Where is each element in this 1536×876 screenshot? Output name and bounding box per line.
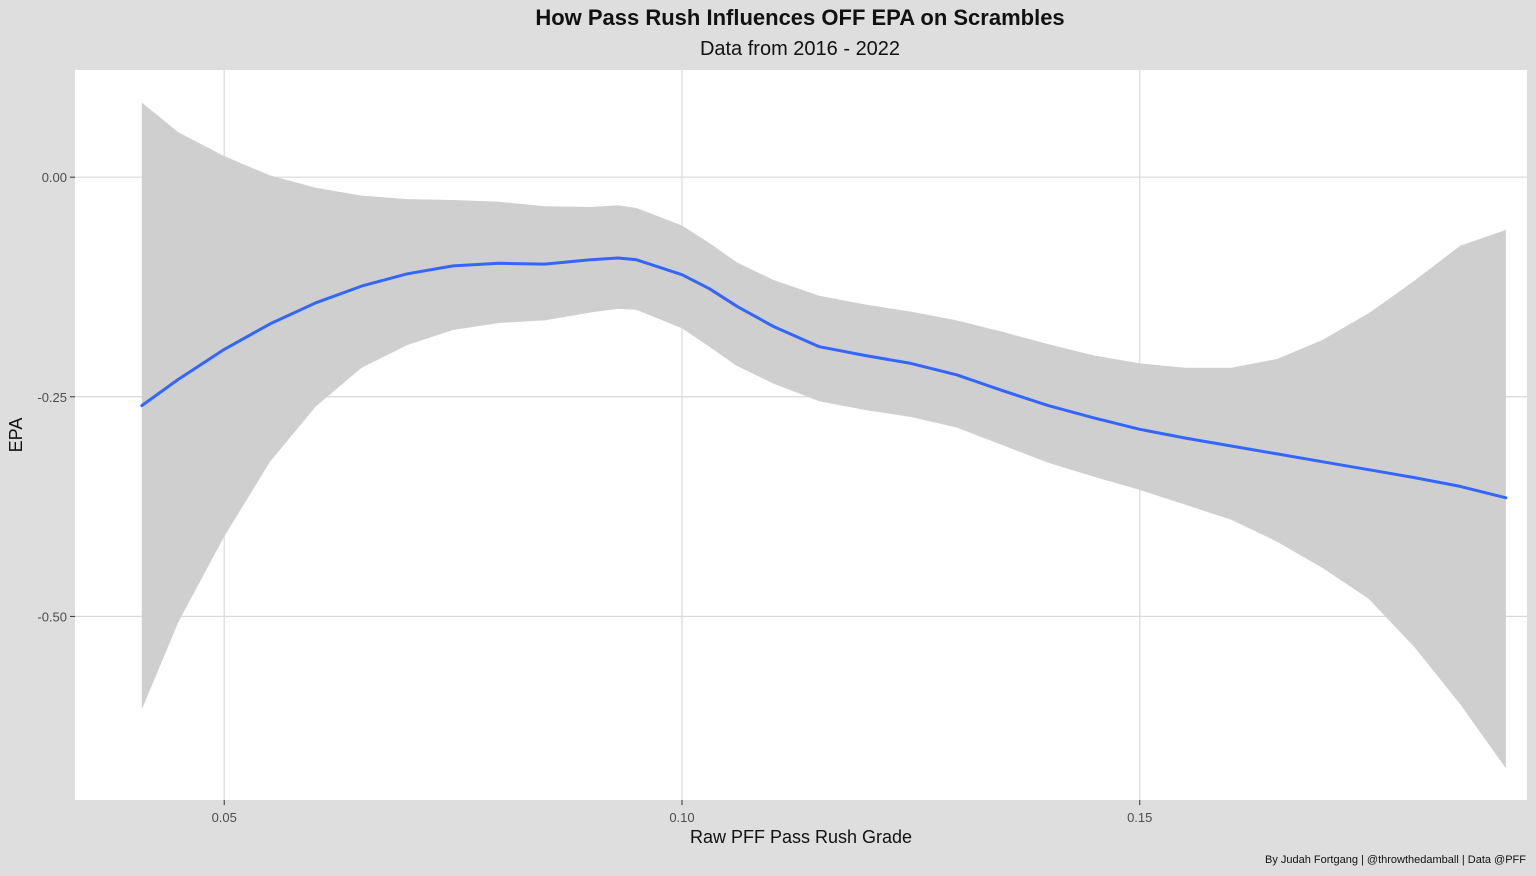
y-tick-label: -0.25 bbox=[37, 390, 67, 405]
chart-caption: By Judah Fortgang | @throwthedamball | D… bbox=[1265, 854, 1526, 866]
tick-layer: 0.05 0.10 0.15 0.00 -0.25 -0.50 bbox=[37, 170, 1152, 825]
y-tick-label: -0.50 bbox=[37, 609, 67, 624]
chart-subtitle: Data from 2016 - 2022 bbox=[699, 38, 901, 60]
y-axis-title: EPA bbox=[6, 418, 26, 453]
smooth-line-layer bbox=[140, 256, 1508, 500]
confidence-band bbox=[141, 102, 1506, 769]
x-tick-label: 0.05 bbox=[212, 810, 237, 825]
x-tick-label: 0.15 bbox=[1127, 810, 1152, 825]
x-tick-label: 0.10 bbox=[669, 810, 694, 825]
smooth-line bbox=[140, 256, 1508, 500]
y-tick-label: 0.00 bbox=[42, 170, 67, 185]
x-axis-title: Raw PFF Pass Rush Grade bbox=[690, 827, 912, 847]
chart-title: How Pass Rush Influences OFF EPA on Scra… bbox=[535, 5, 1065, 30]
confidence-band-layer bbox=[141, 102, 1506, 769]
